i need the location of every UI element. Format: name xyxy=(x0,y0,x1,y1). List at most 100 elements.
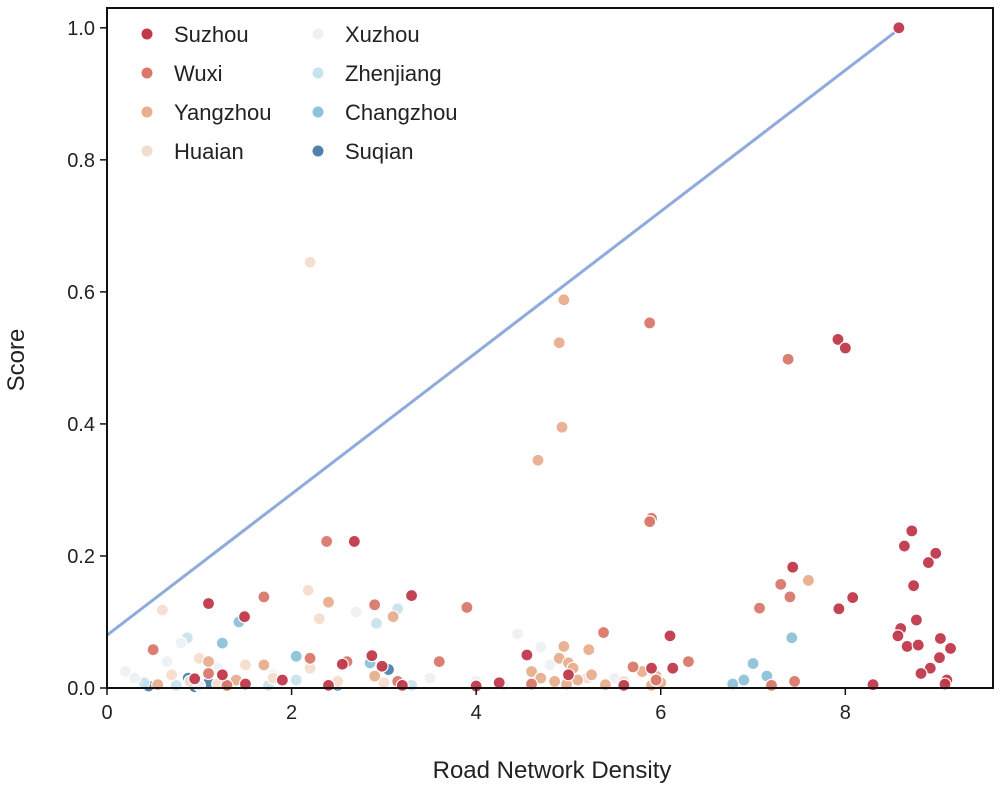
trend-line xyxy=(106,26,902,637)
data-point-wuxi xyxy=(146,643,160,657)
legend-marker-zhenjiang xyxy=(311,66,325,80)
data-point-suzhou xyxy=(892,21,906,35)
data-point-changzhou xyxy=(785,631,799,645)
data-point-xuzhou xyxy=(160,654,174,669)
data-point-wuxi xyxy=(626,660,640,674)
y-tick-label: 0.6 xyxy=(67,282,95,304)
data-point-xuzhou xyxy=(534,640,548,654)
data-point-wuxi xyxy=(649,673,663,687)
data-point-suzhou xyxy=(891,629,905,643)
data-point-zhenjiang xyxy=(289,673,303,687)
data-point-huaian xyxy=(301,583,315,597)
data-point-yangzhou xyxy=(584,668,599,682)
data-point-yangzhou xyxy=(801,573,816,587)
data-point-yangzhou xyxy=(548,674,562,688)
data-point-xuzhou xyxy=(423,671,437,685)
y-axis: 0.0 0.2 0.4 0.6 0.8 1.0 xyxy=(67,18,107,700)
legend-label-suzhou: Suzhou xyxy=(174,22,249,47)
data-point-suzhou xyxy=(838,341,852,355)
data-point-suzhou xyxy=(832,602,846,616)
legend-marker-yangzhou xyxy=(140,105,154,119)
data-point-suzhou xyxy=(215,668,229,682)
data-point-wuxi xyxy=(781,352,795,366)
data-point-suzhou xyxy=(321,678,336,692)
data-point-zhenjiang xyxy=(369,616,384,630)
data-point-wuxi xyxy=(783,590,797,604)
data-point-suzhou xyxy=(911,638,925,652)
data-point-wuxi xyxy=(303,651,317,665)
data-point-wuxi xyxy=(787,674,802,688)
legend: Suzhou Wuxi Yangzhou Huaian Xuzhou Zhenjiang C… xyxy=(140,22,458,164)
data-point-wuxi xyxy=(368,598,382,612)
y-tick-label: 0.8 xyxy=(67,150,95,172)
legend-marker-suqian xyxy=(311,144,325,158)
data-point-suzhou xyxy=(907,579,921,593)
data-point-wuxi xyxy=(752,601,767,615)
data-point-suzhou xyxy=(395,678,409,692)
data-point-wuxi xyxy=(460,600,474,615)
data-point-yangzhou xyxy=(386,610,400,624)
data-point-changzhou xyxy=(215,636,229,650)
data-point-changzhou xyxy=(289,649,303,663)
data-point-changzhou xyxy=(737,673,751,687)
x-tick-label: 2 xyxy=(286,702,297,724)
data-point-wuxi xyxy=(596,625,611,640)
data-point-suzhou xyxy=(921,555,935,570)
data-point-xuzhou xyxy=(543,658,557,672)
legend-marker-wuxi xyxy=(140,66,154,80)
data-point-wuxi xyxy=(257,590,271,604)
data-point-suzhou xyxy=(617,678,631,692)
data-point-suzhou xyxy=(914,666,928,681)
legend-label-suqian: Suqian xyxy=(345,139,414,164)
data-point-wuxi xyxy=(774,577,788,591)
data-point-xuzhou xyxy=(174,636,188,650)
data-point-suzhou xyxy=(905,524,919,538)
x-tick-label: 8 xyxy=(840,702,851,724)
data-point-xuzhou xyxy=(349,605,363,619)
data-point-xuzhou xyxy=(511,627,525,641)
data-point-suzhou xyxy=(375,659,389,673)
legend-marker-xuzhou xyxy=(311,27,325,41)
data-point-suzhou xyxy=(404,588,419,603)
data-point-suzhou xyxy=(933,631,947,646)
data-point-wuxi xyxy=(320,534,334,549)
data-point-yangzhou xyxy=(555,420,569,434)
data-point-huaian xyxy=(303,255,317,269)
data-point-changzhou xyxy=(746,656,760,671)
data-point-suzhou xyxy=(831,332,845,347)
data-point-wuxi xyxy=(201,666,216,681)
y-tick-label: 0.4 xyxy=(67,414,95,436)
data-point-xuzhou xyxy=(118,664,133,679)
data-point-suzhou xyxy=(943,641,958,655)
legend-label-huaian: Huaian xyxy=(174,139,244,164)
data-point-suzhou xyxy=(365,649,379,663)
data-point-suzhou xyxy=(666,661,680,675)
data-point-yangzhou xyxy=(557,293,571,307)
data-point-suzhou xyxy=(201,596,216,611)
data-point-wuxi xyxy=(643,316,657,330)
data-point-wuxi xyxy=(764,678,779,692)
data-point-suzhou xyxy=(900,639,914,654)
data-point-suzhou xyxy=(786,560,800,574)
data-point-yangzhou xyxy=(531,453,545,467)
data-point-xuzhou xyxy=(128,671,142,685)
data-point-suzhou xyxy=(663,629,677,643)
plot-frame xyxy=(106,7,994,689)
data-point-yangzhou xyxy=(201,654,216,669)
legend-label-xuzhou: Xuzhou xyxy=(345,22,420,47)
data-point-yangzhou xyxy=(557,639,571,654)
x-tick-label: 4 xyxy=(471,702,482,724)
y-tick-label: 0.2 xyxy=(67,546,95,568)
data-point-huaian xyxy=(312,612,326,626)
data-point-suzhou xyxy=(897,539,912,553)
data-point-yangzhou xyxy=(368,669,382,683)
x-tick-label: 0 xyxy=(101,702,112,724)
y-axis-title: Score xyxy=(3,329,30,392)
data-point-wuxi xyxy=(432,654,446,669)
data-point-huaian xyxy=(238,658,253,672)
data-point-yangzhou xyxy=(321,595,336,609)
y-tick-label: 1.0 xyxy=(67,18,95,40)
data-point-suzhou xyxy=(561,668,576,682)
